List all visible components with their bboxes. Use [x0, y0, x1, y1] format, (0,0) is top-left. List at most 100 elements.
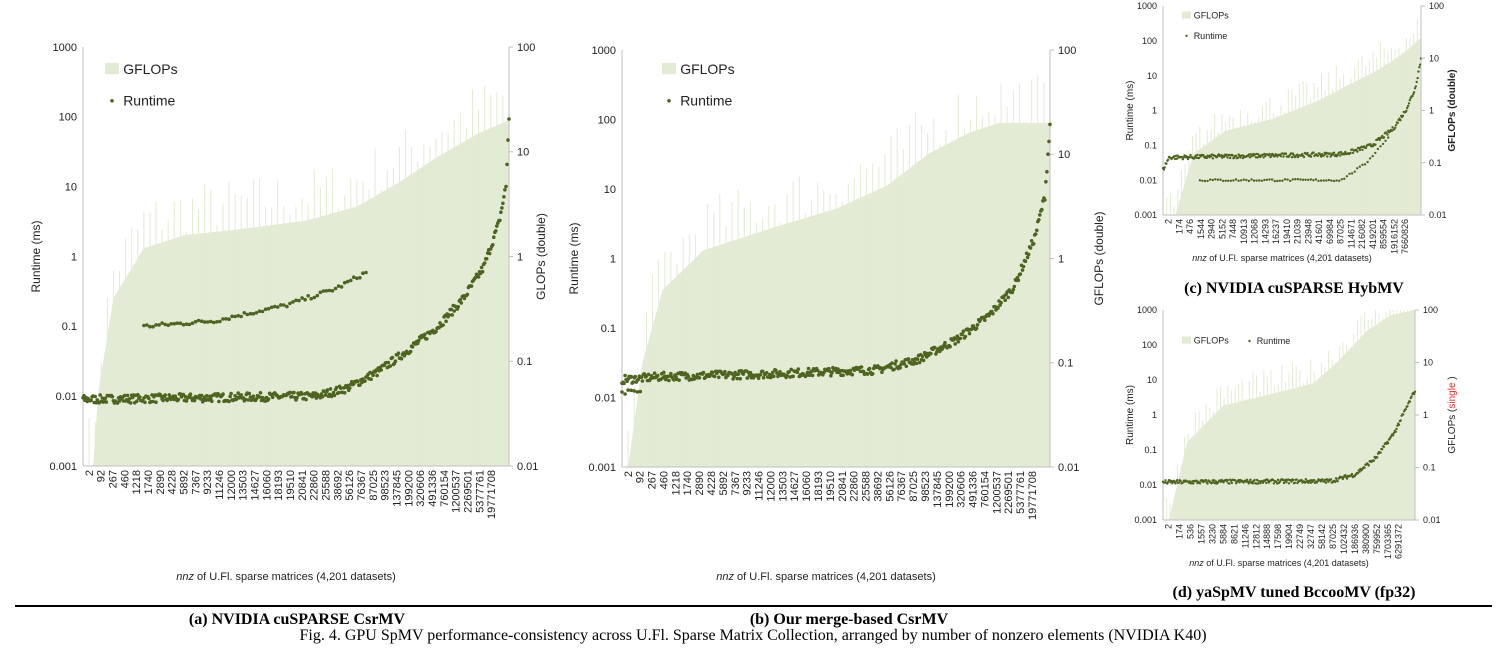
runtime-point [1356, 150, 1359, 153]
runtime-point [506, 138, 510, 142]
runtime-point [247, 391, 252, 396]
runtime-point [745, 376, 750, 380]
runtime-point [1418, 63, 1422, 66]
runtime-point [914, 361, 919, 366]
runtime-point [1293, 481, 1297, 484]
runtime-point [1295, 478, 1298, 481]
x-tick-label: 5377761 [474, 470, 486, 513]
runtime-point [1328, 152, 1332, 155]
x-tick-label: 11246 [754, 471, 766, 501]
runtime-point [1363, 163, 1367, 166]
y2-tick-label: 1 [1423, 410, 1428, 420]
runtime-point [1035, 228, 1039, 233]
runtime-point [1350, 472, 1354, 476]
runtime-point [1174, 482, 1177, 485]
runtime-point [1284, 152, 1288, 155]
x-tick-label: 87025 [908, 471, 920, 502]
runtime-point [1319, 179, 1323, 182]
x-tick-label: 10913 [1239, 219, 1249, 244]
runtime-point [1290, 480, 1293, 483]
runtime-point [1283, 178, 1287, 181]
runtime-point [1292, 478, 1295, 482]
runtime-point [963, 334, 968, 339]
y-tick-label: 100 [1142, 340, 1157, 350]
runtime-point [640, 379, 645, 383]
runtime-point [960, 332, 965, 337]
runtime-point [815, 368, 820, 373]
runtime-point [212, 320, 216, 325]
y2-tick-label: 0.01 [1058, 462, 1079, 474]
x-tick-label: 13503 [777, 471, 789, 502]
runtime-point [473, 275, 478, 280]
x-tick-label: 476 [1185, 219, 1195, 234]
runtime-point [386, 360, 391, 365]
runtime-point [638, 389, 643, 394]
runtime-point [1407, 102, 1411, 105]
y2-tick-label: 100 [1429, 1, 1444, 11]
runtime-point [98, 393, 102, 397]
runtime-point [248, 311, 253, 316]
x-tick-label: 98523 [380, 470, 392, 501]
runtime-point [717, 375, 721, 380]
runtime-point [1401, 114, 1405, 118]
runtime-point [796, 367, 801, 371]
runtime-point [1172, 479, 1176, 482]
runtime-point [1241, 156, 1245, 160]
runtime-point [1386, 442, 1390, 445]
runtime-point [236, 391, 240, 395]
runtime-point [181, 322, 186, 327]
x-tick-label: 491336 [968, 471, 980, 508]
runtime-point [1317, 179, 1320, 183]
runtime-point [629, 388, 633, 393]
runtime-point [122, 393, 127, 398]
runtime-point [438, 321, 442, 325]
runtime-point [961, 329, 966, 334]
runtime-point [1392, 431, 1396, 435]
runtime-point [701, 370, 706, 375]
runtime-point [462, 296, 467, 301]
x-tick-label: 16060 [261, 470, 273, 501]
runtime-point [288, 390, 292, 395]
runtime-point [1394, 126, 1397, 129]
runtime-point [390, 355, 395, 360]
x-tick-label: 19510 [825, 471, 837, 502]
runtime-point [1040, 207, 1044, 212]
x-tick-label: 92 [635, 471, 647, 483]
runtime-point [321, 289, 326, 293]
runtime-point [266, 397, 271, 401]
runtime-point [1351, 151, 1355, 155]
runtime-point [1376, 456, 1379, 459]
x-tick-label: 7367 [190, 470, 202, 494]
runtime-point [910, 358, 915, 362]
runtime-point [1358, 165, 1362, 168]
runtime-point [958, 336, 963, 341]
runtime-point [1350, 172, 1354, 175]
runtime-point [492, 235, 496, 239]
legend-runtime-label: Runtime [1194, 31, 1228, 41]
runtime-point [184, 322, 189, 327]
runtime-point [953, 342, 957, 346]
runtime-point [228, 394, 232, 399]
runtime-point [209, 396, 213, 401]
runtime-point [1299, 178, 1302, 181]
runtime-point [1273, 179, 1276, 183]
runtime-point [917, 360, 922, 365]
runtime-point [128, 401, 133, 405]
runtime-point [1176, 478, 1179, 482]
runtime-point [1384, 139, 1387, 142]
runtime-point [1023, 259, 1028, 264]
x-axis-label-nnz: nnz [1192, 253, 1207, 263]
y2-tick-label: 100 [517, 42, 535, 54]
legend-runtime-marker [1248, 339, 1251, 343]
runtime-point [1304, 178, 1307, 181]
runtime-point [954, 337, 958, 341]
y-tick-label: 0.01 [56, 391, 77, 403]
x-tick-label: 137845 [391, 470, 403, 507]
runtime-point [1182, 156, 1185, 159]
y2-tick-label: 1 [1058, 253, 1064, 265]
runtime-point [996, 306, 1000, 310]
x-tick-label: 19771708 [1027, 471, 1039, 520]
runtime-point [841, 373, 845, 378]
runtime-point [356, 379, 360, 384]
